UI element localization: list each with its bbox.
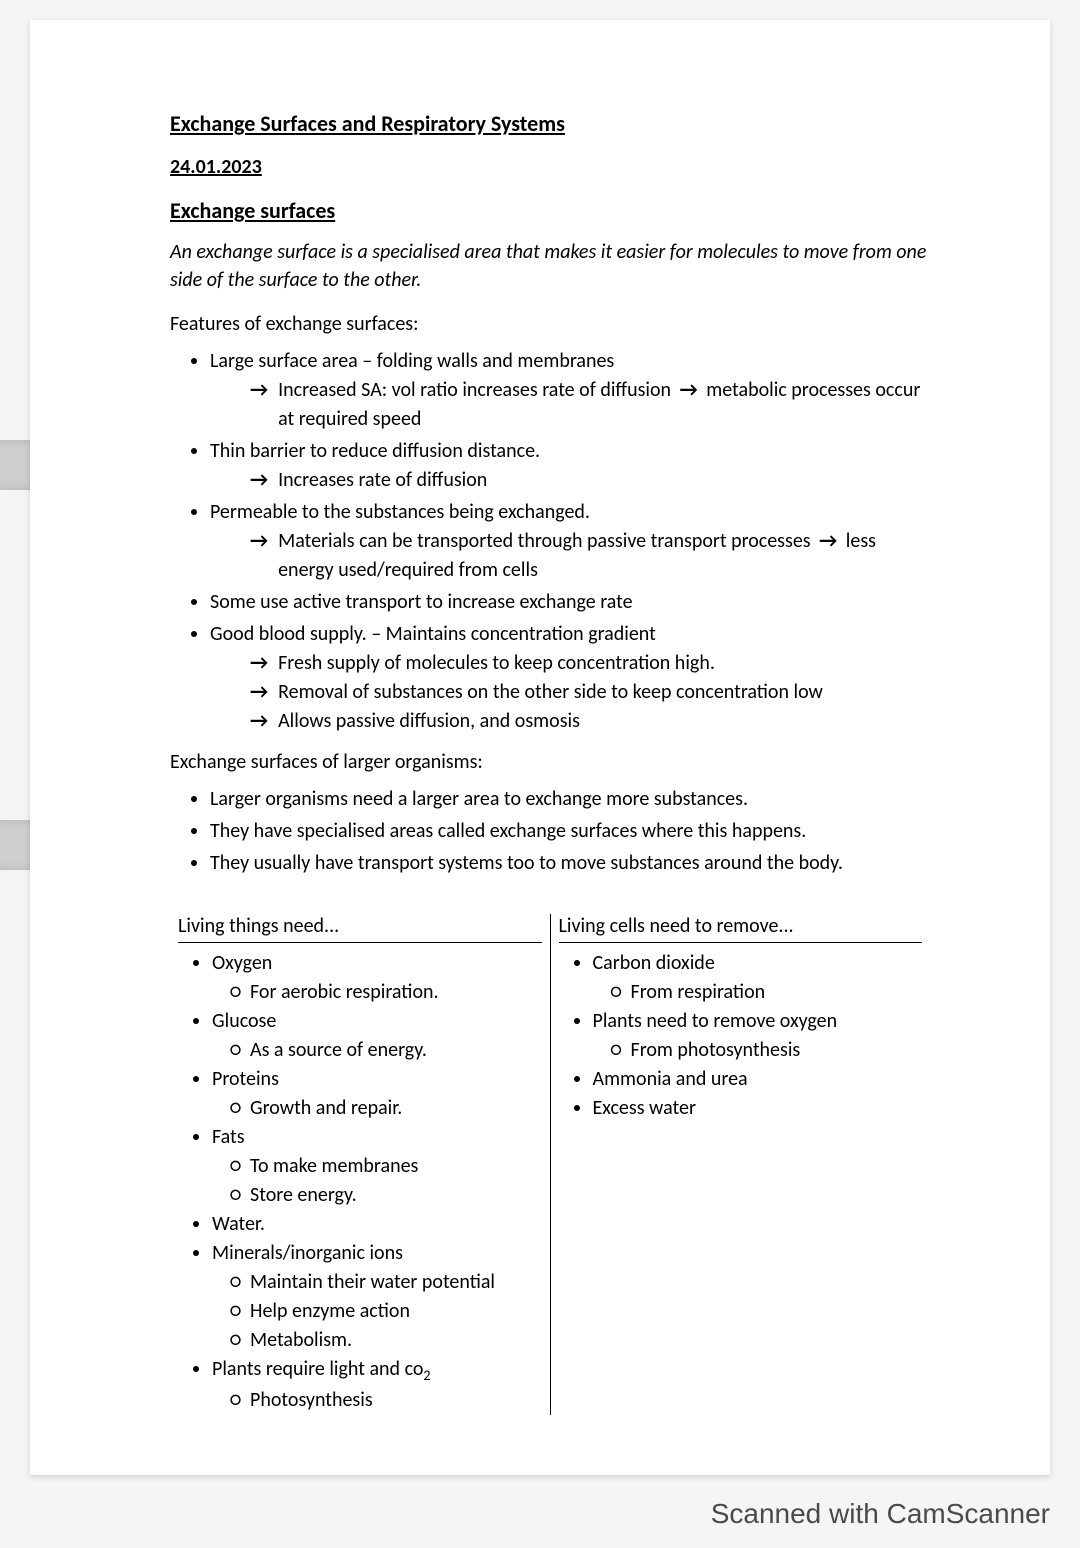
arrow-icon: → xyxy=(250,678,268,707)
feature-subpoint: → Removal of substances on the other sid… xyxy=(210,678,930,707)
feature-sub-text: Increases rate of diffusion xyxy=(278,466,487,495)
need-subitem: Store energy. xyxy=(250,1181,542,1210)
need-subitem: For aerobic respiration. xyxy=(250,978,542,1007)
need-subitem: Help enzyme action xyxy=(250,1297,542,1326)
remove-item: Excess water xyxy=(593,1094,923,1123)
scanner-watermark: Scanned with CamScanner xyxy=(711,1498,1050,1530)
need-subitem: Photosynthesis xyxy=(250,1386,542,1415)
table-col-header: Living things need... xyxy=(178,914,542,943)
need-item: Glucose As a source of energy. xyxy=(212,1007,542,1065)
need-item: Plants require light and co2 Photosynthe… xyxy=(212,1355,542,1415)
feature-subpoint: → Materials can be transported through p… xyxy=(210,527,930,585)
feature-subpoint: → Increases rate of diffusion xyxy=(210,466,930,495)
feature-item: Permeable to the substances being exchan… xyxy=(210,497,930,585)
doc-date: 24.01.2023 xyxy=(170,155,930,179)
arrow-icon: → xyxy=(250,376,268,434)
section-heading: Exchange surfaces xyxy=(170,197,930,224)
remove-list: Carbon dioxide From respiration Plants n… xyxy=(559,949,923,1123)
needs-list: Oxygen For aerobic respiration. Glucose … xyxy=(178,949,542,1415)
need-item: Proteins Growth and repair. xyxy=(212,1065,542,1123)
feature-text: Thin barrier to reduce diffusion distanc… xyxy=(210,439,540,463)
feature-subpoint: → Allows passive diffusion, and osmosis xyxy=(210,707,930,736)
need-subitem: Growth and repair. xyxy=(250,1094,542,1123)
need-subitem: As a source of energy. xyxy=(250,1036,542,1065)
feature-sub-text: Increased SA: vol ratio increases rate o… xyxy=(278,376,930,434)
larger-item: They usually have transport systems too … xyxy=(210,848,930,878)
document-page: Exchange Surfaces and Respiratory System… xyxy=(30,20,1050,1475)
larger-item: They have specialised areas called excha… xyxy=(210,816,930,846)
feature-item: Large surface area – folding walls and m… xyxy=(210,346,930,434)
feature-sub-text: Fresh supply of molecules to keep concen… xyxy=(278,649,715,678)
need-item: Oxygen For aerobic respiration. xyxy=(212,949,542,1007)
features-list: Large surface area – folding walls and m… xyxy=(170,346,930,736)
table-col-left: Living things need... Oxygen For aerobic… xyxy=(170,914,551,1415)
features-intro: Features of exchange surfaces: xyxy=(170,312,930,336)
larger-list: Larger organisms need a larger area to e… xyxy=(170,784,930,878)
table-col-header: Living cells need to remove... xyxy=(559,914,923,943)
doc-title: Exchange Surfaces and Respiratory System… xyxy=(170,110,930,137)
feature-text: Good blood supply. – Maintains concentra… xyxy=(210,622,656,646)
feature-subpoint: → Increased SA: vol ratio increases rate… xyxy=(210,376,930,434)
arrow-icon: → xyxy=(676,378,702,402)
need-item: Fats To make membranes Store energy. xyxy=(212,1123,542,1210)
need-subitem: Maintain their water potential xyxy=(250,1268,542,1297)
feature-text: Permeable to the substances being exchan… xyxy=(210,500,590,524)
need-item: Minerals/inorganic ions Maintain their w… xyxy=(212,1239,542,1355)
feature-sub-text: Materials can be transported through pas… xyxy=(278,527,930,585)
feature-item: Some use active transport to increase ex… xyxy=(210,587,930,617)
feature-subpoint: → Fresh supply of molecules to keep conc… xyxy=(210,649,930,678)
feature-item: Thin barrier to reduce diffusion distanc… xyxy=(210,436,930,495)
needs-table: Living things need... Oxygen For aerobic… xyxy=(170,914,930,1415)
arrow-icon: → xyxy=(250,466,268,495)
arrow-icon: → xyxy=(815,529,841,553)
arrow-icon: → xyxy=(250,649,268,678)
remove-item: Ammonia and urea xyxy=(593,1065,923,1094)
remove-subitem: From photosynthesis xyxy=(631,1036,923,1065)
need-item: Water. xyxy=(212,1210,542,1239)
table-col-right: Living cells need to remove... Carbon di… xyxy=(551,914,931,1415)
remove-subitem: From respiration xyxy=(631,978,923,1007)
arrow-icon: → xyxy=(250,527,268,585)
feature-sub-text: Removal of substances on the other side … xyxy=(278,678,823,707)
feature-text: Large surface area – folding walls and m… xyxy=(210,349,614,373)
feature-item: Good blood supply. – Maintains concentra… xyxy=(210,619,930,736)
remove-item: Carbon dioxide From respiration xyxy=(593,949,923,1007)
arrow-icon: → xyxy=(250,707,268,736)
larger-item: Larger organisms need a larger area to e… xyxy=(210,784,930,814)
need-subitem: To make membranes xyxy=(250,1152,542,1181)
definition-text: An exchange surface is a specialised are… xyxy=(170,238,930,294)
feature-sub-text: Allows passive diffusion, and osmosis xyxy=(278,707,580,736)
remove-item: Plants need to remove oxygen From photos… xyxy=(593,1007,923,1065)
larger-intro: Exchange surfaces of larger organisms: xyxy=(170,750,930,774)
need-subitem: Metabolism. xyxy=(250,1326,542,1355)
